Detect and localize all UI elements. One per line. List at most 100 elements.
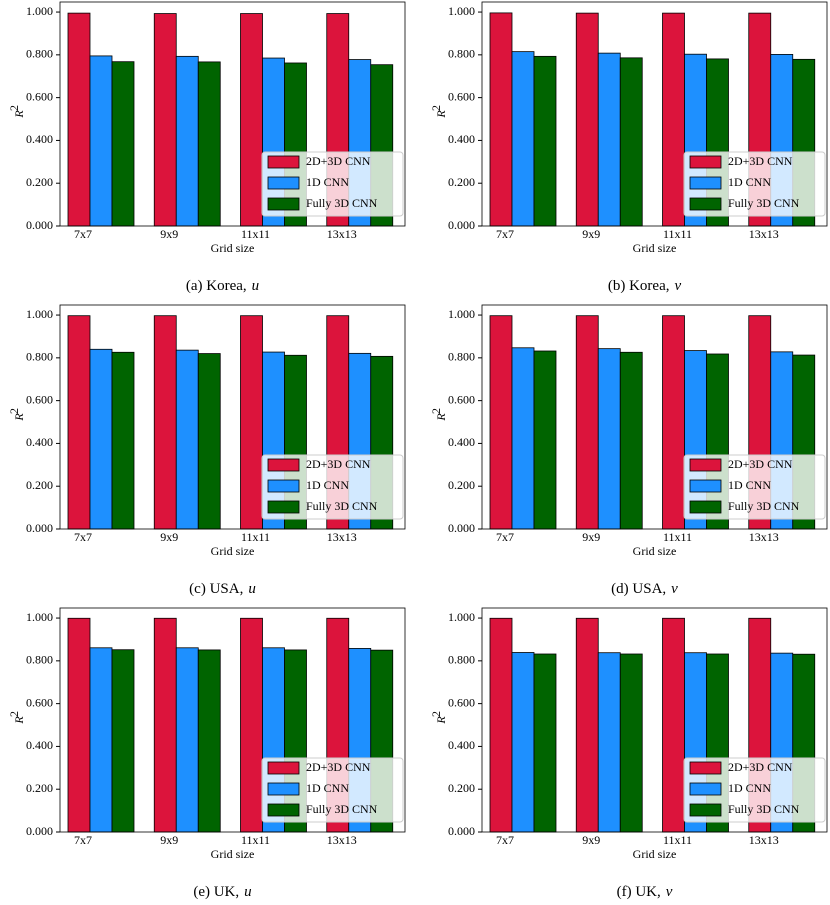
panel: 0.000 0.200 0.400 0.600 0.800 1.000 7x7 9x9 11x1… <box>7 607 406 900</box>
bar <box>240 617 263 833</box>
y-tick-label: 0.800 <box>448 653 475 667</box>
y-tick-label: 0.200 <box>26 175 53 189</box>
x-axis-label: Grid size <box>633 544 677 558</box>
y-tick-label: 0.400 <box>26 435 53 449</box>
bar <box>619 351 643 530</box>
bar <box>575 12 599 227</box>
legend-label: 2D+3D CNN <box>728 154 793 168</box>
legend-label: 1D CNN <box>306 175 349 189</box>
x-tick-label: 9x9 <box>582 530 600 544</box>
y-tick-label: 0.600 <box>26 392 53 406</box>
y-tick-label: 0.400 <box>448 435 475 449</box>
legend-swatch <box>267 176 300 190</box>
y-tick-label: 0.800 <box>26 653 53 667</box>
legend-label: 1D CNN <box>728 175 771 189</box>
legend-swatch <box>689 155 722 169</box>
legend-label: Fully 3D CNN <box>306 196 378 210</box>
legend-swatch <box>689 176 722 190</box>
legend-swatch <box>267 761 300 775</box>
y-tick-label: 0.000 <box>26 824 53 838</box>
legend-label: 2D+3D CNN <box>306 760 371 774</box>
legend-label: 1D CNN <box>306 781 349 795</box>
x-tick-label: 13x13 <box>749 227 779 241</box>
bar <box>662 12 685 227</box>
x-tick-label: 9x9 <box>582 227 600 241</box>
x-tick-label: 9x9 <box>160 227 178 241</box>
bar <box>197 61 221 227</box>
axes-frame <box>481 607 828 833</box>
y-axis-label-sup: 2 <box>429 105 443 111</box>
legend-label: 1D CNN <box>728 478 771 492</box>
bar <box>533 55 557 227</box>
x-tick-label: 11x11 <box>663 833 692 847</box>
caption: (e) UK, u <box>193 884 251 900</box>
caption-variable: v <box>674 278 681 294</box>
legend-swatch <box>267 197 300 211</box>
bar <box>197 649 221 833</box>
y-tick-label: 1.000 <box>26 4 53 18</box>
y-axis-label: R <box>434 413 448 422</box>
y-axis-label-sup: 2 <box>7 711 21 717</box>
bar <box>240 315 263 530</box>
caption-label: (e) UK, <box>193 884 239 900</box>
y-tick-label: 0.000 <box>448 521 475 535</box>
axes-frame <box>481 304 828 530</box>
x-tick-label: 7x7 <box>496 530 514 544</box>
caption-label: (a) Korea, <box>186 278 247 294</box>
y-tick-label: 0.200 <box>26 781 53 795</box>
bar <box>111 61 135 227</box>
y-tick-label: 1.000 <box>448 4 475 18</box>
bar <box>89 348 113 530</box>
caption-variable: v <box>671 581 678 597</box>
x-tick-label: 11x11 <box>241 530 270 544</box>
y-tick-label: 1.000 <box>26 610 53 624</box>
legend-label: Fully 3D CNN <box>306 802 378 816</box>
y-axis-label: R <box>434 716 448 725</box>
y-tick-label: 0.600 <box>448 89 475 103</box>
y-axis-label-sup: 2 <box>7 408 21 414</box>
bar <box>175 349 199 530</box>
bar <box>489 617 513 833</box>
panel: 0.000 0.200 0.400 0.600 0.800 1.000 7x7 9x9 11x1… <box>429 1 828 294</box>
y-tick-label: 0.400 <box>448 738 475 752</box>
y-tick-label: 0.000 <box>448 218 475 232</box>
x-tick-label: 7x7 <box>496 227 514 241</box>
y-tick-label: 0.200 <box>448 781 475 795</box>
x-axis-label: Grid size <box>211 544 255 558</box>
y-tick-label: 0.200 <box>26 478 53 492</box>
bar <box>175 55 199 227</box>
caption: (d) USA, v <box>611 581 678 597</box>
x-tick-label: 11x11 <box>241 227 270 241</box>
x-tick-label: 7x7 <box>74 833 92 847</box>
legend-swatch <box>689 458 722 472</box>
bar <box>619 653 643 833</box>
caption-variable: u <box>248 581 256 597</box>
legend-label: Fully 3D CNN <box>728 196 800 210</box>
panel: 0.000 0.200 0.400 0.600 0.800 1.000 7x7 9x9 11x1… <box>429 607 828 900</box>
bar <box>67 617 91 833</box>
bar <box>197 353 221 530</box>
y-axis-label: R <box>12 413 26 422</box>
y-tick-label: 0.000 <box>26 218 53 232</box>
bar <box>153 13 177 227</box>
legend-label: Fully 3D CNN <box>306 499 378 513</box>
y-axis-label-sup: 2 <box>7 105 21 111</box>
y-tick-label: 1.000 <box>26 307 53 321</box>
bar <box>175 647 199 833</box>
y-tick-label: 1.000 <box>448 610 475 624</box>
x-axis-label: Grid size <box>211 847 255 861</box>
legend-label: Fully 3D CNN <box>728 499 800 513</box>
axes-frame <box>59 607 406 833</box>
bar <box>511 51 535 227</box>
legend-swatch <box>267 458 300 472</box>
y-tick-label: 0.800 <box>26 350 53 364</box>
bar <box>533 350 557 530</box>
x-axis-label: Grid size <box>211 241 255 255</box>
legend-swatch <box>267 155 300 169</box>
bar <box>575 617 599 833</box>
bar <box>489 315 513 530</box>
y-axis-label: R <box>434 110 448 119</box>
y-tick-label: 0.800 <box>26 47 53 61</box>
y-tick-label: 0.600 <box>26 89 53 103</box>
bar <box>533 653 557 833</box>
